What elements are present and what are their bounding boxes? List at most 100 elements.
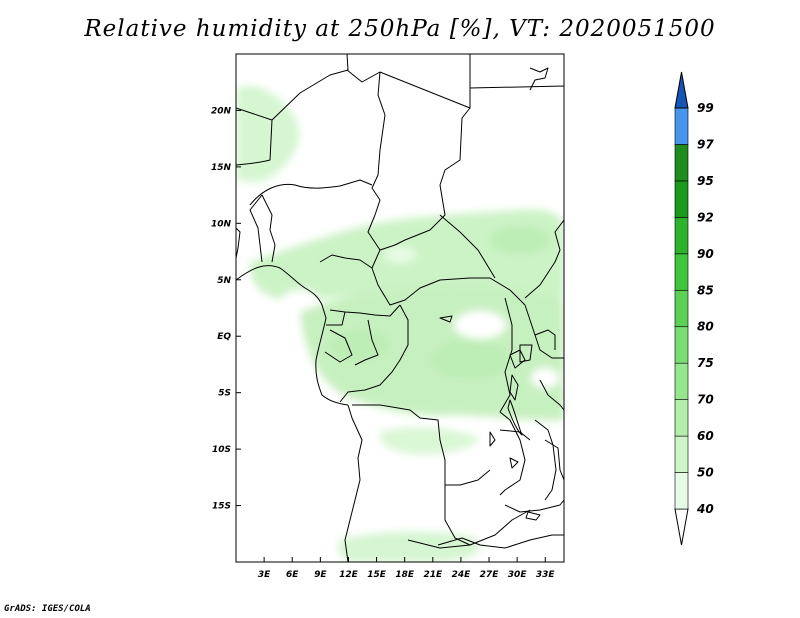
plot-frame <box>235 53 565 563</box>
x-tick-label: 27E <box>480 570 500 580</box>
y-tick-label: EQ <box>217 332 231 342</box>
colorbar-swatch <box>674 472 689 510</box>
colorbar-label: 50 <box>697 466 714 480</box>
y-tick-label: 10S <box>212 445 231 455</box>
border <box>367 214 526 306</box>
lake <box>439 315 453 323</box>
border <box>439 214 496 279</box>
lake <box>509 374 519 401</box>
country-borders <box>236 54 564 562</box>
border <box>534 329 556 350</box>
west-coastline <box>236 265 349 406</box>
dry-patch <box>454 311 506 339</box>
x-tick-label: 33E <box>536 570 556 580</box>
colorbar-upper-arrow <box>674 71 689 109</box>
colorbar-swatch <box>674 399 689 437</box>
x-tick-label: 3E <box>258 570 271 580</box>
moist-patch <box>430 340 510 380</box>
lake <box>489 431 496 447</box>
colorbar-label: 92 <box>697 210 714 224</box>
lake <box>525 511 541 521</box>
border <box>469 85 564 89</box>
border <box>352 404 491 486</box>
x-tick-label: 12E <box>339 570 359 580</box>
border <box>236 227 241 259</box>
colorbar-label: 99 <box>697 101 714 115</box>
y-tick-label: 15S <box>212 502 231 512</box>
border <box>539 379 564 411</box>
y-tick-label: 20N <box>211 106 232 116</box>
y-axis: 20N 15N 10N 5N EQ 5S 10S 15S <box>211 106 241 512</box>
lake <box>509 457 519 469</box>
colorbar-swatch <box>674 362 689 400</box>
border <box>346 69 386 216</box>
border <box>379 107 471 251</box>
border <box>524 219 564 299</box>
colorbar-swatch <box>674 253 689 291</box>
border <box>499 429 531 441</box>
colorbar-swatch <box>674 107 689 145</box>
map-title: Relative humidity at 250hPa [%], VT: 202… <box>84 16 716 42</box>
x-tick-label: 21E <box>423 570 443 580</box>
lake <box>507 399 523 436</box>
border <box>379 54 471 109</box>
y-tick-label: 5N <box>217 276 231 286</box>
border <box>339 304 409 403</box>
border <box>407 539 471 549</box>
colorbar-label: 40 <box>696 502 714 516</box>
colorbar-swatch <box>674 144 689 182</box>
border <box>319 254 373 269</box>
colorbar-label: 60 <box>697 429 714 443</box>
x-tick-label: 30E <box>508 570 528 580</box>
border <box>499 297 513 413</box>
colorbar-label: 70 <box>697 393 714 407</box>
x-tick-label: 9E <box>314 570 327 580</box>
border <box>354 319 379 366</box>
colorbar-swatch <box>674 180 689 218</box>
border <box>534 419 557 501</box>
dry-patch <box>282 290 318 310</box>
y-tick-label: 5S <box>218 389 231 399</box>
border <box>249 194 276 263</box>
x-tick-label: 24E <box>452 570 472 580</box>
colorbar-lower-arrow <box>674 508 689 546</box>
colorbar-label: 80 <box>697 320 714 334</box>
colorbar-label: 95 <box>697 174 714 188</box>
lake <box>509 349 526 369</box>
x-axis: 3E 6E 9E 12E 15E 18E 21E 24E 27E 30E 33E <box>258 557 556 580</box>
colorbar-label: 75 <box>697 356 714 370</box>
humid-area-south <box>379 427 480 455</box>
colorbar-label: 90 <box>697 247 714 261</box>
border <box>344 404 363 562</box>
y-tick-label: 15N <box>211 163 232 173</box>
border <box>236 107 273 166</box>
colorbar-label: 85 <box>697 283 714 297</box>
colorbar-swatch <box>674 326 689 364</box>
border <box>504 499 564 513</box>
border <box>519 344 533 363</box>
colorbar-swatch <box>674 435 689 473</box>
y-tick-label: 10N <box>211 219 232 229</box>
dry-patch <box>384 247 416 263</box>
moist-patch <box>490 226 550 254</box>
x-tick-label: 6E <box>286 570 299 580</box>
colorbar-label: 97 <box>697 137 714 151</box>
colorbar: 40 50 60 70 75 80 85 90 92 95 97 99 <box>674 71 714 546</box>
border <box>271 54 349 121</box>
humidity-field <box>236 85 564 562</box>
dry-patch <box>531 368 559 388</box>
x-tick-label: 18E <box>395 570 415 580</box>
border <box>499 411 526 496</box>
colorbar-swatch <box>674 217 689 255</box>
humid-area-far-south <box>338 531 480 562</box>
border <box>249 179 373 206</box>
border <box>326 311 346 326</box>
grads-credit: GrADS: IGES/COLA <box>4 604 91 614</box>
lake <box>529 67 549 91</box>
border <box>437 534 564 549</box>
border <box>329 304 401 317</box>
border <box>544 439 564 481</box>
border <box>524 304 564 359</box>
humid-area-nw <box>236 85 300 183</box>
